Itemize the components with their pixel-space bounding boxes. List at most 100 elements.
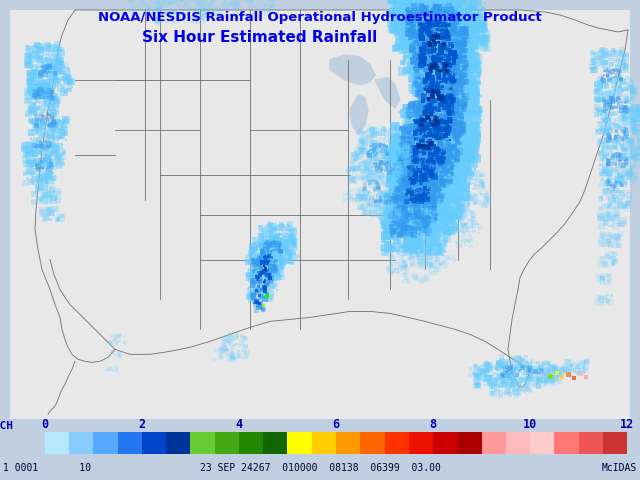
Bar: [436, 148, 443, 155]
Bar: [450, 18, 452, 21]
Bar: [449, 159, 456, 166]
Bar: [400, 199, 407, 206]
Bar: [445, 130, 450, 135]
Bar: [264, 286, 268, 290]
Bar: [427, 180, 429, 183]
Bar: [381, 221, 385, 225]
Bar: [426, 72, 431, 76]
Bar: [369, 206, 374, 212]
Bar: [423, 207, 426, 210]
Bar: [452, 90, 458, 95]
Bar: [416, 119, 424, 127]
Bar: [399, 167, 406, 173]
Bar: [439, 158, 442, 160]
Bar: [464, 38, 470, 45]
Bar: [35, 119, 42, 126]
Bar: [615, 138, 620, 143]
Bar: [399, 183, 407, 191]
Bar: [260, 264, 264, 269]
Bar: [415, 23, 423, 31]
Bar: [436, 162, 442, 167]
Bar: [621, 203, 628, 209]
Bar: [398, 142, 404, 148]
Bar: [212, 10, 214, 12]
Bar: [422, 84, 427, 89]
Bar: [269, 260, 275, 266]
Bar: [627, 173, 630, 177]
Bar: [254, 245, 260, 251]
Bar: [458, 157, 465, 164]
Bar: [428, 127, 432, 131]
Bar: [454, 75, 461, 83]
Bar: [472, 88, 480, 96]
Bar: [258, 283, 262, 288]
Bar: [429, 90, 435, 96]
Bar: [625, 99, 629, 103]
Bar: [401, 210, 408, 216]
Bar: [474, 383, 479, 388]
Bar: [387, 192, 389, 195]
Bar: [262, 5, 267, 9]
Bar: [413, 169, 418, 174]
Bar: [454, 30, 460, 35]
Bar: [413, 77, 415, 79]
Bar: [442, 164, 447, 170]
Bar: [257, 258, 262, 264]
Bar: [438, 143, 441, 146]
Bar: [433, 79, 438, 85]
Bar: [447, 30, 451, 33]
Bar: [460, 41, 465, 47]
Bar: [422, 165, 427, 170]
Bar: [481, 376, 487, 382]
Bar: [415, 169, 421, 176]
Bar: [44, 103, 47, 107]
Bar: [261, 282, 267, 288]
Bar: [171, 20, 175, 25]
Bar: [428, 22, 434, 29]
Bar: [628, 115, 632, 120]
Bar: [379, 218, 385, 224]
Bar: [49, 122, 54, 128]
Bar: [435, 53, 441, 59]
Bar: [637, 117, 640, 120]
Bar: [441, 82, 448, 89]
Bar: [454, 41, 458, 45]
Bar: [411, 225, 419, 233]
Bar: [454, 131, 461, 138]
Bar: [447, 104, 453, 110]
Bar: [406, 10, 412, 15]
Bar: [399, 126, 403, 130]
Bar: [268, 278, 271, 282]
Bar: [418, 196, 421, 199]
Bar: [255, 9, 258, 11]
Bar: [456, 0, 461, 6]
Bar: [528, 369, 531, 372]
Bar: [395, 181, 403, 190]
Bar: [244, 354, 248, 358]
Bar: [625, 163, 628, 166]
Bar: [460, 176, 465, 181]
Bar: [429, 57, 437, 64]
Bar: [273, 247, 279, 253]
Bar: [394, 234, 398, 237]
Bar: [399, 216, 404, 221]
Bar: [270, 227, 276, 233]
Bar: [54, 153, 56, 155]
Bar: [26, 153, 28, 156]
Bar: [436, 14, 443, 21]
Bar: [134, 3, 137, 6]
Bar: [412, 8, 415, 11]
Bar: [620, 144, 623, 147]
Bar: [291, 243, 297, 250]
Bar: [419, 153, 423, 158]
Bar: [285, 225, 292, 231]
Bar: [616, 192, 621, 196]
Bar: [473, 85, 476, 88]
Bar: [36, 53, 40, 58]
Bar: [266, 260, 268, 263]
Bar: [462, 93, 469, 99]
Bar: [455, 116, 461, 122]
Bar: [431, 171, 435, 174]
Bar: [269, 253, 271, 255]
Bar: [614, 182, 620, 187]
